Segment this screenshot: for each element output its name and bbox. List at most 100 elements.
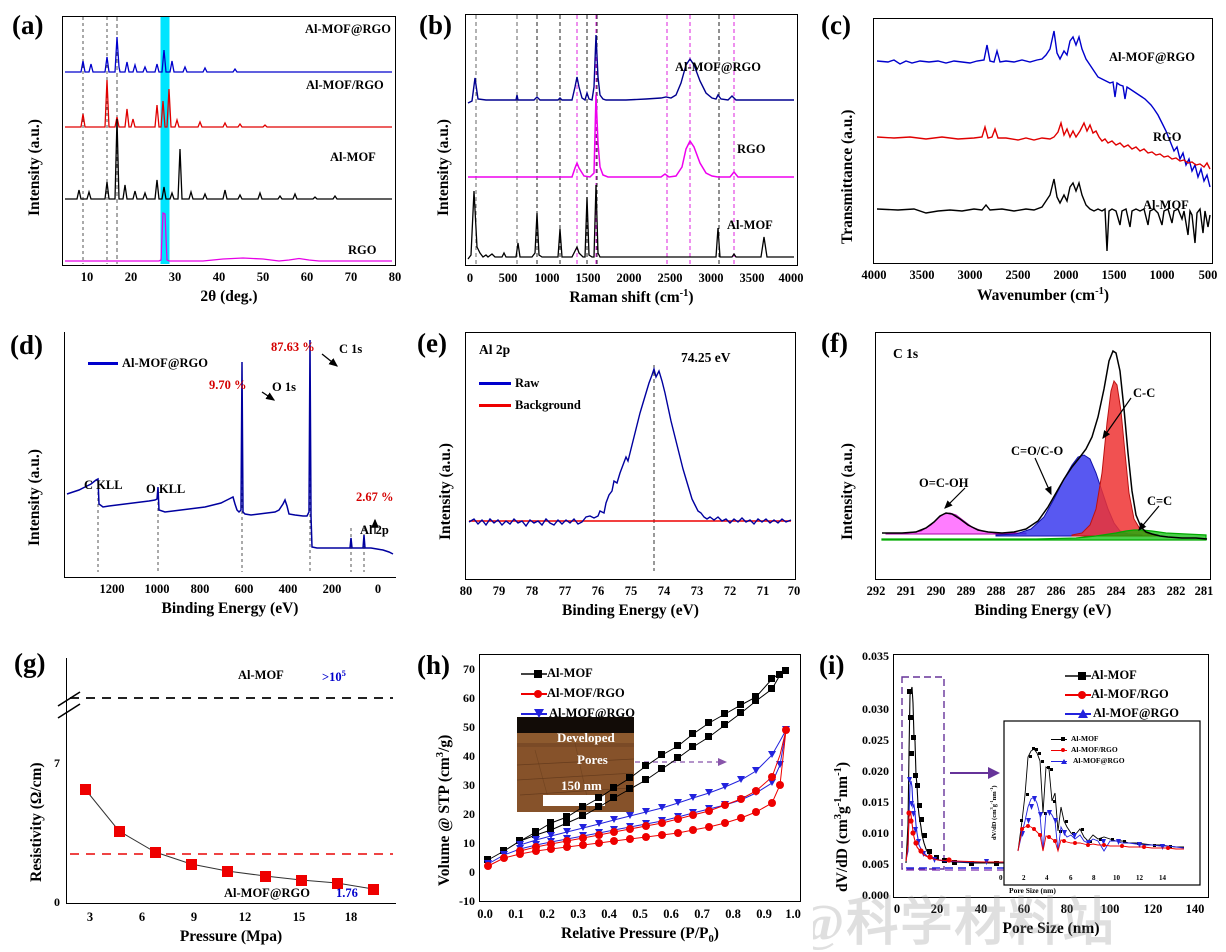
panel-b-xtick-7: 3500 (739, 271, 765, 285)
panel-e-xtick-10: 70 (787, 584, 801, 598)
panel-d-pct-o1s: 9.70 % (209, 378, 247, 392)
panel-h-svg (480, 655, 799, 900)
panel-i-svg (894, 655, 1207, 896)
panel-b-label: (b) (419, 10, 452, 40)
panel-g-xtick-2: 9 (190, 910, 198, 924)
panel-i-ytick-3: 0.015 (862, 795, 889, 809)
inset-legend-line-1 (1051, 749, 1067, 751)
panel-c-label: (c) (821, 10, 851, 40)
panel-d-legend-item: Al-MOF@RGO (88, 356, 208, 371)
panel-e-legend-raw-label: Raw (515, 376, 540, 390)
panel-d-xtick-3: 600 (234, 582, 254, 596)
panel-f-xtick-4: 288 (986, 584, 1006, 598)
panel-h-xtick-8: 0.8 (725, 907, 741, 921)
panel-i-legend-almofrgo-at: Al-MOF@RGO (1065, 706, 1179, 721)
panel-h-legend-almof: Al-MOF (521, 666, 635, 681)
panel-b-xtick-8: 4000 (778, 271, 804, 285)
panel-e-legend-bg-label: Background (515, 398, 581, 412)
panel-d-peak-o1s: O 1s (272, 380, 296, 394)
panel-i-xtick-1: 20 (930, 902, 944, 916)
panel-i-inset-xtick-0: 0 (999, 874, 1003, 882)
panel-h-xtick-0: 0.0 (477, 907, 493, 921)
panel-i-inset-legend-label-0: Al-MOF (1071, 734, 1099, 743)
panel-i-inset-ylabel: dV/dD (cm3g-1nm-1) (989, 785, 999, 840)
panel-i-inset-xtick-5: 10 (1113, 874, 1120, 882)
square-marker-icon (1061, 737, 1065, 742)
panel-c-curve-label-almofrgo-at: Al-MOF@RGO (1109, 50, 1195, 64)
panel-h-inset-line2: Pores (577, 752, 608, 767)
panel-h-inset-line1: Developed (557, 730, 615, 745)
panel-i-xtick-6: 120 (1143, 902, 1163, 916)
triangle-up-marker-icon (1061, 758, 1067, 764)
panel-d-peak-al2p: Al 2p (360, 523, 389, 537)
panel-f-xtick-6: 286 (1046, 584, 1066, 598)
panel-c-xtick-6: 1000 (1149, 268, 1175, 282)
panel-a-xtick-4: 50 (256, 270, 270, 284)
panel-b-curve-label-rgo: RGO (737, 142, 766, 156)
panel-h-xtick-1: 0.1 (508, 907, 524, 921)
panel-d-plot-frame (64, 332, 396, 578)
panel-e-xtick-1: 79 (492, 584, 506, 598)
panel-c-curve-label-rgo: RGO (1153, 130, 1182, 144)
panel-f-plot-frame (875, 332, 1211, 580)
panel-a-xtick-1: 20 (124, 270, 138, 284)
panel-b-raman: (b) Intensity (a.u.) (413, 0, 813, 318)
panel-f-xtick-2: 290 (926, 584, 946, 598)
panel-e-title: Al 2p (479, 342, 511, 357)
panel-b-xtick-5: 2500 (657, 271, 683, 285)
panel-h-xtick-3: 0.3 (570, 907, 586, 921)
panel-g-ytick-7: 7 (54, 756, 60, 770)
triangle-up-marker-icon (1078, 709, 1088, 718)
panel-e-xlabel: Binding Energy (eV) (562, 602, 699, 619)
panel-g-ytick-0: 0 (54, 895, 60, 909)
panel-h-legend: Al-MOF Al-MOF/RGO Al-MOF@RGO (521, 666, 635, 721)
panel-g-plot-frame (66, 658, 396, 904)
panel-i-ytick-0: 0.000 (862, 888, 889, 902)
panel-e-svg (466, 333, 794, 578)
panel-i-inset-xtick-6: 12 (1136, 874, 1143, 882)
panel-d-xtick-1: 1000 (144, 582, 170, 596)
panel-d-xtick-5: 200 (322, 582, 342, 596)
panel-a-xtick-6: 70 (344, 270, 358, 284)
panel-h-ytick-0: -10 (459, 894, 475, 908)
panel-g-almofrgo-label: Al-MOF@RGO (224, 886, 310, 900)
panel-a-curve-label-almofrgo-at: Al-MOF@RGO (305, 22, 391, 36)
panel-b-curve-label-almof: Al-MOF (727, 218, 773, 232)
panel-h-xtick-9: 0.9 (756, 907, 772, 921)
panel-h-ytick-3: 20 (463, 807, 475, 821)
panel-g-svg (67, 658, 395, 902)
panel-h-xtick-6: 0.6 (663, 907, 679, 921)
panel-i-inset-xtick-7: 14 (1159, 874, 1166, 882)
panel-f-component-cc: C-C (1133, 386, 1156, 400)
panel-e-xtick-0: 80 (459, 584, 473, 598)
panel-g-xtick-0: 3 (86, 910, 94, 924)
panel-c-xtick-3: 2500 (1005, 268, 1031, 282)
triangle-down-marker-icon (534, 709, 544, 718)
panel-a-xtick-5: 60 (300, 270, 314, 284)
panel-b-ylabel: Intensity (a.u.) (435, 119, 452, 216)
panel-e-xtick-5: 75 (624, 584, 638, 598)
panel-a-plot-frame (62, 16, 396, 266)
panel-i-inset-legend-label-2: Al-MOF@RGO (1073, 755, 1125, 765)
panel-f-svg (876, 333, 1209, 578)
panel-d-xtick-2: 800 (190, 582, 210, 596)
panel-a-label: (a) (12, 10, 44, 40)
panel-c-xtick-5: 1500 (1101, 268, 1127, 282)
panel-b-xtick-2: 1000 (534, 271, 560, 285)
panel-h-ytick-7: 60 (463, 691, 475, 705)
panel-e-ylabel: Intensity (a.u.) (437, 443, 454, 540)
panel-c-ftir: (c) Transmittance (a.u.) Al-MOF@RGO RGO … (813, 0, 1226, 318)
panel-i-ytick-4: 0.020 (862, 764, 889, 778)
panel-e-al2p: (e) Intensity (a.u.) Al 2p Raw Backgroun… (413, 318, 813, 630)
panel-f-label: (f) (821, 328, 848, 358)
panel-h-xlabel: Relative Pressure (P/P0) (561, 925, 719, 946)
panel-f-component-ocoh: O=C-OH (919, 476, 969, 490)
panel-f-xtick-9: 283 (1136, 584, 1156, 598)
panel-i-label: (i) (819, 650, 845, 680)
panel-c-xtick-2: 3000 (957, 268, 983, 282)
panel-i-inset (1003, 720, 1201, 886)
panel-d-xtick-6: 0 (374, 582, 382, 596)
panel-g-resistivity: (g) Resistivity (Ω/cm) (0, 630, 413, 952)
panel-a-xtick-3: 40 (212, 270, 226, 284)
